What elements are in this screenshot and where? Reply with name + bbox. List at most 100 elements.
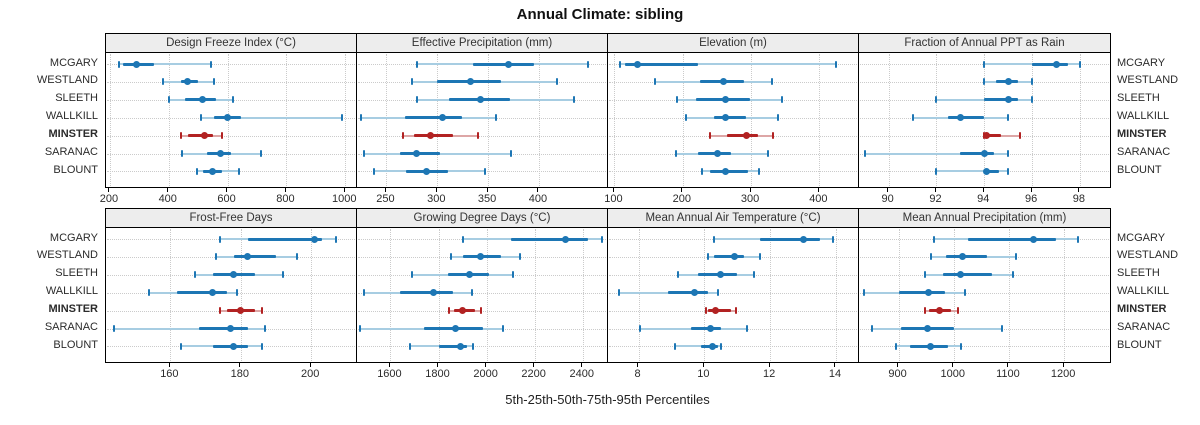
cap-5th-westland xyxy=(449,253,452,261)
median-dot-westland xyxy=(477,253,485,261)
cap-95th-wallkill xyxy=(495,114,498,122)
axis-tick-label: 300 xyxy=(740,193,760,205)
cap-5th-wallkill xyxy=(200,114,203,122)
range-25-75-minster xyxy=(727,134,758,138)
cap-5th-sleeth xyxy=(924,271,927,279)
median-dot-mcgary xyxy=(132,60,140,68)
median-dot-saranac xyxy=(413,150,421,157)
gridline-horizontal xyxy=(358,135,607,137)
cap-95th-saranac xyxy=(264,325,267,332)
axis-tick xyxy=(1062,363,1064,367)
axis-tick xyxy=(1030,188,1032,192)
cap-95th-saranac xyxy=(767,150,770,157)
cap-95th-blount xyxy=(959,342,962,350)
site-label-right-saranac: SARANAC xyxy=(1117,321,1171,333)
median-dot-westland xyxy=(730,253,738,261)
gridline-vertical xyxy=(984,54,986,187)
axis-tick xyxy=(1078,188,1080,192)
axis-tick xyxy=(168,363,170,367)
axis-tick-label: 180 xyxy=(230,368,249,380)
cap-5th-minster xyxy=(179,132,182,140)
median-dot-sleeth xyxy=(1004,96,1012,104)
gridline-vertical xyxy=(240,229,242,362)
axis-tick-label: 10 xyxy=(697,368,710,380)
median-dot-sleeth xyxy=(466,271,474,279)
cap-95th-mcgary xyxy=(1078,60,1081,68)
cap-5th-westland xyxy=(410,78,413,86)
axis-caption: 5th-25th-50th-75th-95th Percentiles xyxy=(505,392,710,407)
site-label-right-saranac: SARANAC xyxy=(1117,146,1171,158)
cap-5th-mcgary xyxy=(618,60,621,68)
gridline-vertical xyxy=(345,54,347,187)
median-dot-westland xyxy=(184,78,192,86)
axis-tick-label: 90 xyxy=(881,193,894,205)
cap-95th-saranac xyxy=(1007,150,1010,157)
range-25-75-wallkill xyxy=(668,291,708,295)
axis-tick-label: 14 xyxy=(828,368,842,380)
median-dot-wallkill xyxy=(438,114,446,122)
range-25-75-minster xyxy=(707,309,731,313)
axis-tick xyxy=(486,188,488,192)
range-25-75-mcgary xyxy=(472,62,534,66)
gridline-horizontal xyxy=(860,346,1110,348)
chart-title: Annual Climate: sibling xyxy=(516,6,684,23)
gridline-vertical xyxy=(704,229,706,362)
gridline-vertical xyxy=(638,229,640,362)
axis-tick xyxy=(226,188,228,192)
range-25-75-sleeth xyxy=(942,273,993,277)
median-dot-westland xyxy=(467,78,475,86)
gridline-horizontal xyxy=(860,292,1110,294)
gridline-vertical xyxy=(953,229,955,362)
cap-95th-saranac xyxy=(746,325,749,332)
cap-95th-blount xyxy=(238,167,241,175)
axis-tick xyxy=(1007,363,1009,367)
panel-header-effective-precipitation-mm: Effective Precipitation (mm) xyxy=(356,33,608,53)
cap-5th-saranac xyxy=(863,150,866,157)
median-dot-saranac xyxy=(980,150,988,157)
site-label-left-minster: MINSTER xyxy=(48,303,99,316)
cap-95th-blount xyxy=(472,342,475,350)
site-label-left-saranac: SARANAC xyxy=(44,321,98,333)
axis-tick-label: 1000 xyxy=(331,193,357,205)
range-25-75-wallkill xyxy=(177,291,227,295)
range-25-75-westland xyxy=(714,255,744,259)
cap-5th-sleeth xyxy=(676,96,679,104)
cap-5th-mcgary xyxy=(461,235,464,243)
cap-95th-wallkill xyxy=(236,289,239,297)
range-5-95-wallkill xyxy=(618,291,718,294)
median-dot-sleeth xyxy=(477,96,485,104)
median-dot-sleeth xyxy=(230,271,238,279)
cap-5th-saranac xyxy=(363,150,366,157)
median-dot-wallkill xyxy=(925,289,933,297)
cap-5th-minster xyxy=(401,132,404,140)
axis-tick xyxy=(702,363,704,367)
cap-95th-minster xyxy=(260,307,263,315)
axis-tick-label: 12 xyxy=(763,368,776,380)
cap-5th-sleeth xyxy=(167,96,170,104)
cap-95th-blount xyxy=(758,167,761,175)
gridline-vertical xyxy=(390,229,392,362)
axis-tick-label: 2400 xyxy=(569,368,594,380)
site-label-left-sleeth: SLEETH xyxy=(55,267,98,280)
gridline-vertical xyxy=(534,229,536,362)
median-dot-blount xyxy=(230,342,238,350)
gridline-vertical xyxy=(751,54,753,187)
cap-95th-minster xyxy=(479,307,482,315)
range-25-75-mcgary xyxy=(624,62,698,66)
axis-tick xyxy=(437,363,439,367)
gridline-vertical xyxy=(386,54,388,187)
cap-95th-blount xyxy=(1007,167,1010,175)
gridline-vertical xyxy=(486,229,488,362)
gridline-vertical xyxy=(538,54,540,187)
axis-tick-label: 160 xyxy=(160,368,179,380)
cap-95th-saranac xyxy=(502,325,505,332)
site-label-right-wallkill: WALLKILL xyxy=(1117,285,1170,298)
cap-95th-westland xyxy=(759,253,762,261)
axis-tick xyxy=(897,363,899,367)
range-5-95-mcgary xyxy=(118,63,212,65)
cap-95th-sleeth xyxy=(573,96,576,104)
median-dot-westland xyxy=(720,78,728,86)
range-5-95-blount xyxy=(674,345,721,348)
cap-5th-westland xyxy=(654,78,657,86)
